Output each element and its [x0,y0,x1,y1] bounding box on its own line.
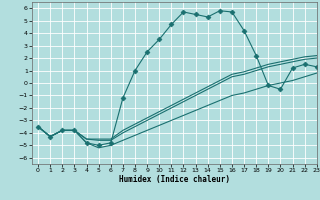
X-axis label: Humidex (Indice chaleur): Humidex (Indice chaleur) [119,175,230,184]
